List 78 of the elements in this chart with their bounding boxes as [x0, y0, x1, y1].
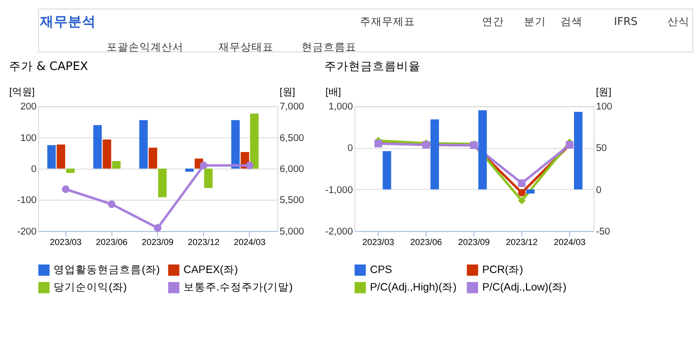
text: 연간: [482, 15, 504, 28]
y2-tick-label: 6,500: [280, 132, 305, 144]
chart-title: 주가 & CAPEX: [8, 58, 88, 73]
text: 검색: [560, 15, 582, 28]
y-axis-title: [배]: [326, 86, 342, 98]
y2-axis-title: [원]: [596, 86, 612, 98]
y2-tick-label: 0: [596, 184, 602, 196]
point: [62, 185, 70, 193]
bar: [47, 145, 56, 169]
y-tick-label: 100: [20, 132, 38, 144]
x-tick-label: 2023/12: [506, 237, 538, 248]
y-tick-label: -100: [17, 195, 38, 206]
x-tick-label: 2024/03: [234, 237, 266, 248]
bar: [112, 161, 121, 169]
text: 분기: [524, 15, 546, 28]
text: 주재무제표: [360, 15, 416, 28]
bar: [93, 125, 102, 169]
x-tick-label: 2023/09: [142, 237, 174, 248]
y2-tick-label: -50: [596, 226, 611, 238]
chart-title: 주가현금흐름비율: [324, 58, 421, 73]
text: 재무상태표: [218, 40, 274, 54]
y-axis-title: [억원]: [9, 86, 35, 98]
legend-label: P/C(Adj.,Low)(좌): [482, 282, 567, 294]
legend-label: CAPEX(좌): [184, 264, 238, 276]
x-tick-label: 2023/12: [188, 237, 220, 248]
legend-label: PCR(좌): [482, 264, 524, 276]
bar: [148, 148, 158, 169]
point: [246, 162, 254, 170]
bar: [250, 114, 259, 169]
y2-tick-label: 6,000: [280, 164, 305, 175]
legend-label: 영업활동현금흐름(좌): [54, 264, 160, 276]
y2-tick-label: 7,000: [280, 102, 305, 113]
bar: [66, 168, 75, 173]
bar: [574, 112, 582, 190]
y-tick-label: -1,000: [325, 184, 354, 196]
bar: [185, 168, 194, 172]
point: [200, 162, 208, 170]
point: [154, 224, 162, 232]
x-tick-label: 2023/03: [50, 237, 82, 248]
y-tick-label: -200: [17, 226, 38, 238]
y-tick-label: -2,000: [325, 226, 354, 238]
bar: [158, 168, 167, 198]
point: [108, 200, 116, 208]
y2-tick-label: 100: [596, 102, 613, 113]
x-tick-label: 2023/09: [458, 237, 490, 248]
x-tick-label: 2024/03: [554, 237, 586, 248]
y2-tick-label: 5,000: [280, 226, 305, 238]
y-tick-label: 200: [20, 102, 38, 113]
bar: [231, 120, 240, 169]
point: [518, 196, 526, 204]
x-tick-label: 2023/06: [96, 237, 128, 248]
text: IFRS: [614, 15, 638, 28]
y-tick-label: 0: [347, 143, 354, 154]
legend-label: CPS: [370, 264, 392, 276]
bar: [382, 151, 392, 190]
text: 산식: [668, 15, 690, 28]
text: 현금흐름표: [302, 40, 357, 54]
y2-axis-title: [원]: [280, 86, 296, 98]
text: 포괄손익계산서: [106, 40, 184, 54]
bar: [478, 110, 487, 190]
bar: [102, 140, 112, 169]
text: 재무분석: [39, 14, 96, 30]
bar: [139, 120, 148, 169]
legend-label: 당기순이익(좌): [54, 282, 127, 294]
y2-tick-label: 50: [596, 143, 608, 154]
x-tick-label: 2023/06: [410, 237, 442, 248]
bar: [56, 144, 66, 169]
point: [518, 179, 526, 187]
x-tick-label: 2023/03: [362, 237, 394, 248]
legend-label: P/C(Adj.,High)(좌): [370, 282, 457, 294]
y-tick-label: 1,000: [328, 102, 354, 113]
bar: [204, 168, 213, 188]
bar: [526, 189, 535, 194]
point: [518, 188, 526, 196]
bar: [430, 119, 439, 190]
legend-label: 보통주.수정주가(기말): [184, 282, 293, 294]
y2-tick-label: 5,500: [280, 195, 305, 206]
y-tick-label: 0: [31, 164, 38, 175]
